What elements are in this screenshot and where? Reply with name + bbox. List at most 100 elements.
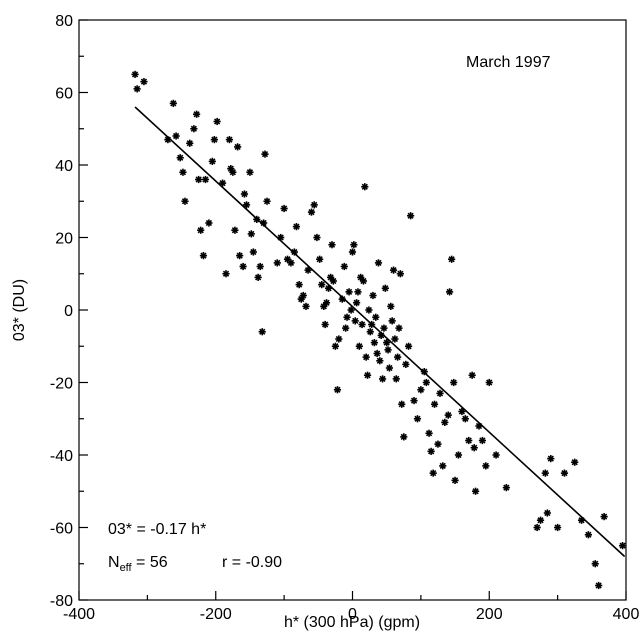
data-point: [600, 513, 608, 521]
data-point: [427, 447, 435, 455]
data-point: [434, 440, 442, 448]
data-point: [385, 364, 394, 372]
data-point: [329, 277, 337, 285]
data-point: [225, 136, 234, 144]
data-point: [210, 136, 218, 144]
data-point: [422, 378, 430, 387]
data-point: [176, 154, 184, 162]
r-annotation: r = -0.90: [222, 554, 282, 571]
data-point: [396, 270, 404, 278]
data-point: [450, 378, 458, 387]
data-point: [370, 339, 378, 347]
equation-annotation: 03* = -0.17 h*: [108, 521, 206, 538]
neff-base: N: [108, 554, 120, 571]
data-point: [201, 175, 210, 184]
data-point: [310, 201, 318, 209]
data-point: [242, 201, 251, 209]
data-point: [246, 168, 254, 176]
data-point: [380, 324, 388, 332]
data-point: [280, 204, 288, 213]
data-point: [197, 226, 205, 234]
data-point: [302, 302, 310, 310]
data-point: [261, 150, 269, 158]
data-point: [554, 523, 562, 532]
data-point: [345, 288, 353, 296]
data-point: [273, 259, 281, 267]
data-point: [234, 143, 242, 151]
data-point: [249, 248, 257, 256]
data-point: [361, 183, 369, 191]
data-point: [471, 487, 480, 495]
data-point: [307, 208, 316, 216]
data-point: [254, 273, 262, 281]
data-point: [394, 353, 402, 361]
y-axis-title: 03* (DU): [11, 279, 28, 341]
data-point: [402, 360, 410, 368]
data-point: [536, 516, 545, 524]
data-point: [400, 433, 408, 441]
neff-annotation: Neff = 56: [108, 554, 168, 574]
data-point: [395, 324, 403, 332]
data-point: [350, 241, 358, 249]
data-point: [571, 458, 579, 466]
data-point: [322, 299, 331, 307]
data-point: [355, 342, 363, 350]
y-tick-label: 0: [64, 303, 73, 320]
data-point: [492, 451, 500, 459]
data-point: [441, 418, 449, 426]
data-point: [292, 223, 301, 231]
data-point: [239, 262, 247, 271]
data-point: [340, 262, 348, 271]
data-point: [363, 371, 372, 379]
data-point: [372, 313, 380, 321]
y-tick-label: -20: [50, 376, 73, 393]
data-point: [357, 273, 365, 281]
data-point: [381, 284, 389, 292]
data-point: [543, 509, 551, 517]
x-tick-label: 400: [613, 606, 640, 623]
data-point: [378, 375, 387, 383]
data-point: [417, 386, 425, 394]
data-point: [387, 302, 395, 310]
data-point: [478, 436, 487, 445]
data-point: [470, 444, 478, 452]
data-point: [451, 476, 459, 484]
data-point: [358, 320, 366, 329]
data-point: [328, 241, 336, 249]
data-point: [327, 273, 335, 281]
x-tick-label: 0: [348, 606, 357, 623]
data-point: [369, 291, 377, 300]
data-point: [351, 317, 359, 325]
data-point: [321, 320, 329, 329]
data-point: [389, 266, 398, 274]
data-point: [373, 349, 381, 358]
neff-value: = 56: [132, 554, 168, 571]
y-tick-label: 40: [55, 158, 73, 175]
data-point: [263, 197, 271, 205]
y-tick-label: 60: [55, 86, 73, 103]
data-point: [365, 306, 373, 314]
data-point: [343, 313, 351, 321]
data-point: [591, 560, 599, 568]
data-point: [413, 415, 422, 423]
y-tick-label: 80: [55, 13, 73, 30]
data-point: [342, 324, 350, 332]
data-point: [299, 291, 307, 300]
data-point: [179, 168, 187, 176]
data-point: [213, 117, 221, 126]
data-point: [388, 317, 396, 325]
x-tick-label: -200: [200, 606, 232, 623]
x-tick-label: -400: [63, 606, 95, 623]
data-point: [236, 252, 244, 260]
data-point: [335, 335, 343, 343]
data-point: [318, 281, 326, 289]
data-point: [208, 157, 216, 165]
data-point: [454, 451, 463, 459]
data-point: [584, 531, 592, 539]
data-point: [256, 262, 264, 271]
data-point: [295, 281, 303, 289]
data-point: [398, 400, 406, 408]
data-point: [133, 85, 141, 93]
data-point: [362, 353, 370, 361]
